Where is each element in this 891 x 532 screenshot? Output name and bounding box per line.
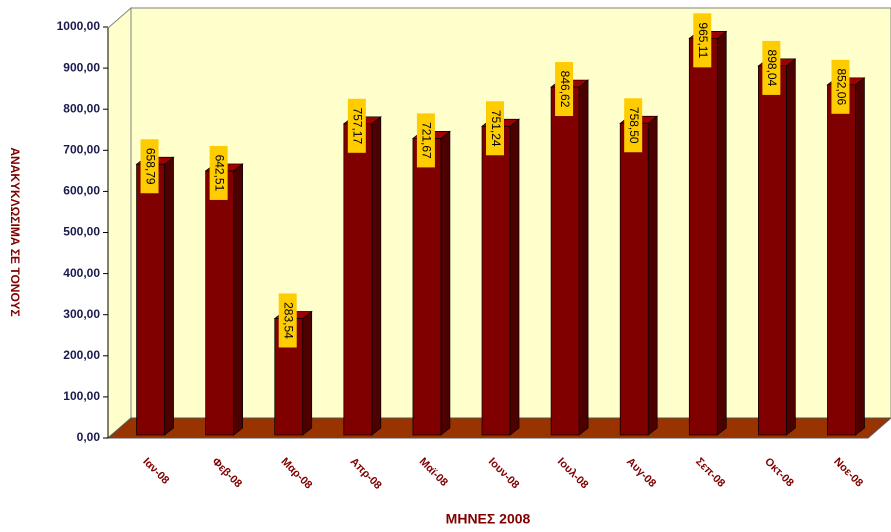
- y-tick-label: 800,00: [63, 101, 100, 115]
- bar-side: [647, 115, 658, 436]
- value-label-box: [693, 13, 712, 68]
- value-label: 751,24: [489, 110, 503, 147]
- side-wall: [107, 6, 132, 440]
- bar: [205, 170, 234, 436]
- bar-side: [164, 156, 174, 436]
- x-tick-label: Ιουλ-08: [555, 456, 590, 491]
- value-label-box: [486, 101, 504, 156]
- bar-side: [509, 118, 520, 436]
- value-label: 721,67: [420, 122, 434, 159]
- bar-side: [302, 310, 313, 436]
- value-label: 898,04: [765, 50, 779, 87]
- bar: [619, 122, 649, 436]
- x-tick-label: Νοε-08: [831, 456, 865, 490]
- x-tick-label: Ιαν-08: [140, 456, 171, 487]
- bar: [481, 125, 511, 436]
- bar: [827, 84, 856, 436]
- bar: [136, 163, 165, 436]
- bar-side: [578, 79, 589, 436]
- value-label-box: [555, 62, 574, 117]
- value-label-box: [831, 59, 850, 114]
- bar: [412, 138, 442, 436]
- bar-side: [371, 116, 382, 436]
- x-tick-label: Οκτ-08: [762, 456, 796, 490]
- value-label: 658,79: [143, 148, 157, 185]
- y-tick-label: 1000,00: [57, 19, 101, 33]
- value-label-box: [347, 98, 366, 153]
- y-tick-label: 400,00: [63, 266, 100, 280]
- x-tick-label: Σεπ-08: [693, 456, 727, 490]
- y-tick-label: 0,00: [77, 430, 101, 444]
- bar: [343, 123, 373, 436]
- value-label-box: [416, 113, 435, 168]
- x-axis-title: ΜΗΝΕΣ 2008: [446, 511, 531, 527]
- value-label-box: [278, 293, 297, 348]
- bar-side: [855, 77, 865, 436]
- value-label-box: [209, 145, 228, 200]
- x-tick-label: Απρ-08: [348, 456, 384, 492]
- bar-side: [786, 58, 796, 436]
- y-tick-label: 500,00: [63, 225, 100, 239]
- y-tick-label: 100,00: [63, 389, 100, 403]
- value-label-box: [762, 40, 781, 95]
- value-label: 758,50: [627, 107, 641, 144]
- y-tick-label: 900,00: [63, 60, 100, 74]
- y-tick-label: 200,00: [63, 348, 100, 362]
- value-label: 642,51: [212, 155, 226, 192]
- x-tick-label: Μαρ-08: [279, 456, 315, 492]
- y-tick-label: 600,00: [63, 184, 100, 198]
- bar: [688, 37, 718, 436]
- bar-side: [233, 163, 243, 436]
- value-label-box: [624, 98, 643, 153]
- value-label: 846,62: [558, 71, 572, 108]
- x-tick-label: Αυγ-08: [624, 456, 658, 490]
- bar: [550, 86, 580, 436]
- bar-side: [440, 130, 451, 436]
- y-tick-label: 700,00: [63, 142, 100, 156]
- bar-side: [716, 30, 727, 436]
- value-label: 965,11: [696, 22, 710, 58]
- x-tick-label: Ιουν-08: [486, 456, 521, 491]
- y-tick-label: 300,00: [63, 307, 100, 321]
- value-label-box: [140, 139, 159, 194]
- bar: [758, 65, 787, 436]
- value-label: 852,06: [834, 68, 848, 105]
- value-label: 757,17: [351, 107, 365, 144]
- x-tick-label: Μαϊ-08: [417, 456, 450, 489]
- value-label: 283,54: [282, 302, 296, 339]
- y-axis-title: ΑΝΑΚΥΚΛΩΣΙΜΑ ΣΕ ΤΟΝΟΥΣ: [8, 147, 22, 316]
- x-tick-label: Φεβ-08: [209, 456, 244, 491]
